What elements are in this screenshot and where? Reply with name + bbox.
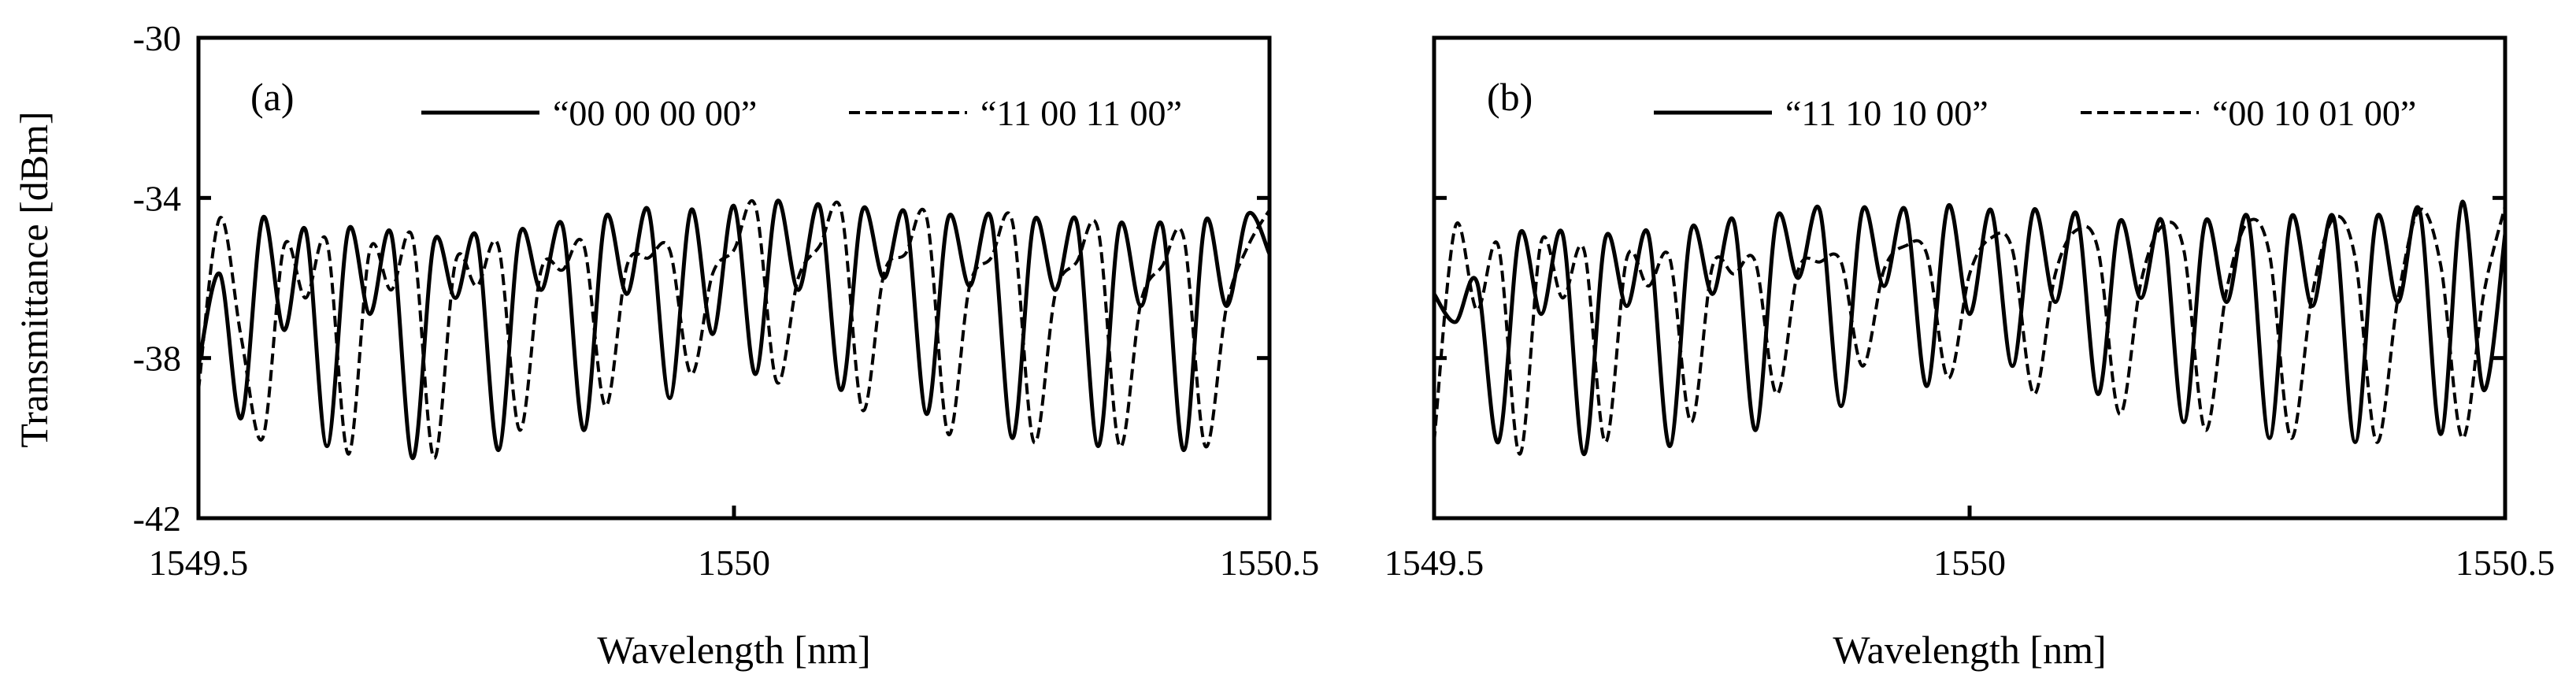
ticks-b: 1549.5 1550 1550.5 <box>1384 35 2556 583</box>
y-tick-label-a-3: -42 <box>133 498 181 539</box>
y-tick-label-a-1: -34 <box>133 178 181 218</box>
x-axis-label-b: Wavelength [nm] <box>1833 628 2106 672</box>
legend-a: “00 00 00 00” “11 00 11 00” <box>421 93 1182 133</box>
legend-label-a-series-1: “00 00 00 00” <box>553 93 757 133</box>
series-line-b-2 <box>1433 206 2507 456</box>
legend-label-b-series-1: “11 10 10 00” <box>1785 93 1989 133</box>
series-lines-a <box>196 198 1272 461</box>
x-tick-label-b-0: 1549.5 <box>1384 543 1484 583</box>
legend-label-a-series-2: “11 00 11 00” <box>980 93 1182 133</box>
x-tick-label-b-2: 1550.5 <box>2456 543 2556 583</box>
series-lines-b <box>1432 199 2507 457</box>
legend-b: “11 10 10 00” “00 10 01 00” <box>1654 93 2416 133</box>
x-axis-label-a: Wavelength [nm] <box>597 628 870 672</box>
x-tick-label-a-1: 1550 <box>698 543 770 583</box>
y-tick-label-a-2: -38 <box>133 339 181 379</box>
series-line-b-1 <box>1432 199 2507 457</box>
legend-label-b-series-2: “00 10 01 00” <box>2212 93 2416 133</box>
x-tick-label-a-2: 1550.5 <box>1220 543 1320 583</box>
panel-label-a: (a) <box>250 75 295 119</box>
x-tick-label-a-0: 1549.5 <box>149 543 249 583</box>
y-axis-label: Transmittance [dBm] <box>12 111 56 447</box>
series-line-a-2 <box>197 198 1271 460</box>
series-line-a-1 <box>196 198 1272 461</box>
chart-panel-b: Wavelength [nm] (b) 1549.5 1550 1550.5 “11… <box>1384 35 2556 672</box>
panel-label-b: (b) <box>1487 75 1533 119</box>
x-tick-label-b-1: 1550 <box>1933 543 2006 583</box>
y-tick-label-a-0: -30 <box>133 18 181 58</box>
